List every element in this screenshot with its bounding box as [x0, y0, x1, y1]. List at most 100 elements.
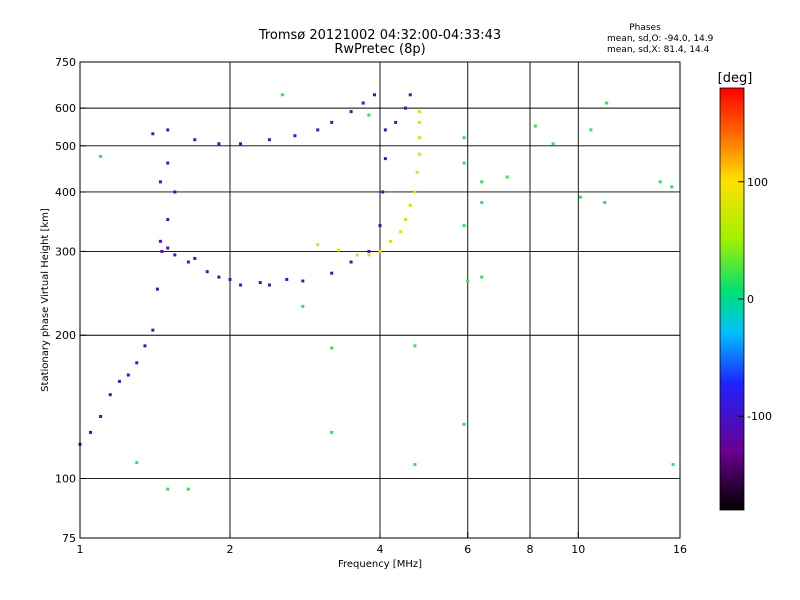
echo-point: [151, 328, 155, 332]
echo-point: [413, 344, 417, 348]
x-tick-label: 2: [227, 543, 234, 556]
echo-point: [417, 120, 421, 124]
y-tick-label: 300: [55, 245, 76, 258]
chart-title: Tromsø 20121002 04:32:00-04:33:43: [258, 28, 501, 43]
echo-point: [367, 253, 371, 257]
echo-point: [228, 277, 232, 281]
echo-point: [403, 106, 407, 110]
y-axis-ticks: 75 100 200 300 400 500 600 750: [55, 56, 86, 545]
echo-point: [367, 249, 371, 253]
echo-point: [383, 157, 387, 161]
series-group: [78, 93, 412, 446]
stats-heading: Phases: [629, 23, 661, 33]
echo-point: [417, 152, 421, 156]
echo-point: [193, 138, 197, 142]
echo-point: [670, 185, 674, 189]
echo-point: [89, 430, 93, 434]
echo-point: [658, 180, 662, 184]
echo-point: [330, 346, 334, 350]
echo-point: [603, 201, 607, 205]
echo-point: [330, 120, 334, 124]
x-tick-label: 10: [571, 543, 585, 556]
echo-point: [301, 304, 305, 308]
echo-point: [408, 93, 412, 97]
echo-point: [383, 128, 387, 132]
echo-point: [413, 463, 417, 467]
y-tick-label: 400: [55, 186, 76, 199]
echo-point: [158, 180, 162, 184]
echo-point: [239, 142, 243, 146]
echo-point: [533, 124, 537, 128]
echo-point: [281, 93, 285, 97]
x-tick-label: 4: [377, 543, 384, 556]
y-tick-label: 200: [55, 329, 76, 342]
x-axis-ticks: 1 2 4 6 8 10 16: [77, 532, 687, 556]
stats-x-mode: mean, sd,X: 81.4, 14.4: [607, 45, 710, 55]
echo-point: [462, 161, 466, 165]
echo-point: [551, 142, 555, 146]
y-tick-label: 75: [62, 532, 76, 545]
echo-point: [367, 113, 371, 117]
echo-point: [330, 430, 334, 434]
echo-point: [193, 256, 197, 260]
echo-point: [413, 190, 417, 194]
echo-point: [239, 283, 243, 287]
echo-point: [99, 154, 103, 158]
echo-point: [378, 224, 382, 228]
echo-point: [151, 132, 155, 136]
echo-point: [381, 190, 385, 194]
echo-point: [605, 101, 609, 105]
echo-point: [173, 253, 177, 257]
echo-point: [403, 218, 407, 222]
y-tick-label: 600: [55, 102, 76, 115]
echo-point: [394, 120, 398, 124]
echo-point: [205, 270, 209, 274]
echo-point: [258, 281, 262, 285]
echo-point: [399, 230, 403, 234]
echo-point: [166, 246, 170, 250]
echo-point: [155, 287, 159, 291]
y-tick-label: 100: [55, 473, 76, 486]
echo-point: [462, 422, 466, 426]
echo-point: [378, 249, 382, 253]
echo-point: [330, 271, 334, 275]
echo-point: [158, 239, 162, 243]
series-group: [316, 110, 421, 257]
colorbar-tick-label: 0: [747, 293, 754, 306]
echo-point: [349, 110, 353, 114]
series-group: [151, 93, 377, 146]
series-group: [158, 239, 289, 285]
echo-point: [135, 461, 139, 465]
echo-point: [301, 279, 305, 283]
stats-o-mode: mean, sd,O: -94.0, 14.9: [607, 34, 714, 44]
echo-point: [217, 142, 221, 146]
echo-point: [480, 180, 484, 184]
echo-point: [186, 260, 190, 264]
echo-point: [505, 175, 509, 179]
colorbar-ticks: 100 0 -100: [738, 176, 772, 423]
chart-subtitle: RwPretec (8p): [334, 42, 425, 57]
echo-point: [293, 134, 297, 138]
echo-point: [462, 136, 466, 140]
echo-point: [166, 161, 170, 165]
x-axis-label: Frequency [MHz]: [338, 559, 422, 570]
echo-point: [389, 239, 393, 243]
echo-point: [126, 373, 130, 377]
colorbar-tick-label: 100: [747, 176, 768, 189]
x-tick-label: 16: [673, 543, 687, 556]
echo-point: [578, 195, 582, 199]
echo-point: [355, 253, 359, 257]
echo-point: [671, 463, 675, 467]
echo-point: [173, 190, 177, 194]
echo-point: [316, 243, 320, 247]
y-tick-label: 500: [55, 140, 76, 153]
echo-point: [417, 110, 421, 114]
echo-point: [466, 279, 470, 283]
phase-colorbar: [deg] 100 0 -100: [718, 71, 772, 511]
echo-point: [462, 224, 466, 228]
echo-point: [108, 393, 112, 397]
colorbar-tick-label: -100: [747, 410, 772, 423]
colorbar-label: [deg]: [718, 71, 753, 86]
echo-point: [408, 203, 412, 207]
